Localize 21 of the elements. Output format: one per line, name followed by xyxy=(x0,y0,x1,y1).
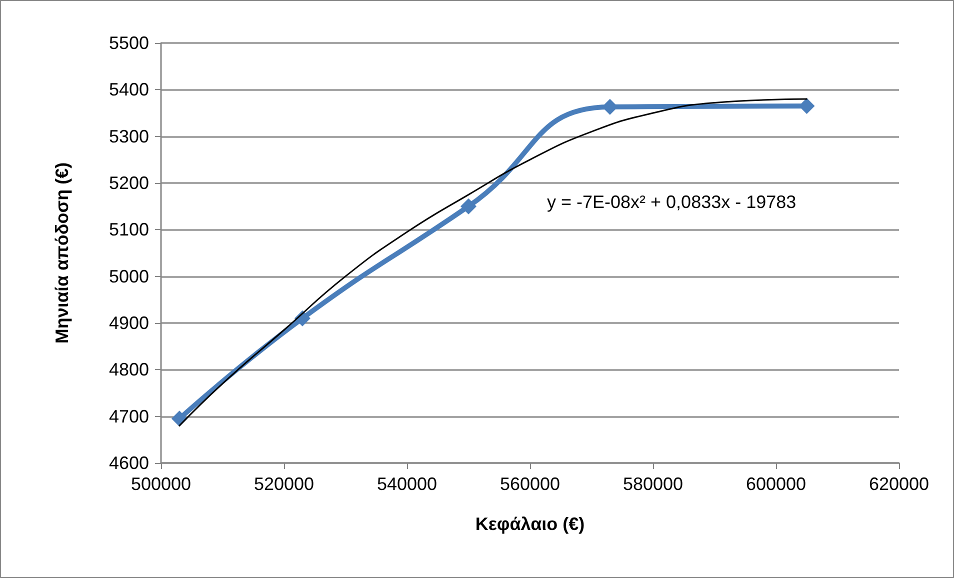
y-tick-label: 4600 xyxy=(108,453,149,473)
y-tick-label: 5400 xyxy=(108,80,149,100)
annotation: y = -7E-08x² + 0,0833x - 19783 xyxy=(547,192,796,212)
y-tick-label: 4800 xyxy=(108,360,149,380)
x-tick-label: 620000 xyxy=(868,474,930,494)
y-tick-label: 5500 xyxy=(108,33,149,53)
point xyxy=(460,198,476,214)
y-tick-label: 5100 xyxy=(108,220,149,240)
y-tick-label: 5300 xyxy=(108,126,149,146)
x-tick-label: 540000 xyxy=(376,474,438,494)
y-tick-label: 5200 xyxy=(108,173,149,193)
y-axis-title: Μηνιαία απόδοση (€) xyxy=(52,162,72,344)
y-tick-label: 4900 xyxy=(108,313,149,333)
x-tick-label: 500000 xyxy=(130,474,192,494)
x-tick-label: 580000 xyxy=(622,474,684,494)
y-tick-label: 4700 xyxy=(108,406,149,426)
y-tick-label: 5000 xyxy=(108,266,149,286)
x-axis-title: Κεφάλαιο (€) xyxy=(475,514,585,534)
x-tick-label: 560000 xyxy=(500,474,560,494)
x-tick-label: 600000 xyxy=(746,474,806,494)
x-tick-label: 520000 xyxy=(254,474,314,494)
